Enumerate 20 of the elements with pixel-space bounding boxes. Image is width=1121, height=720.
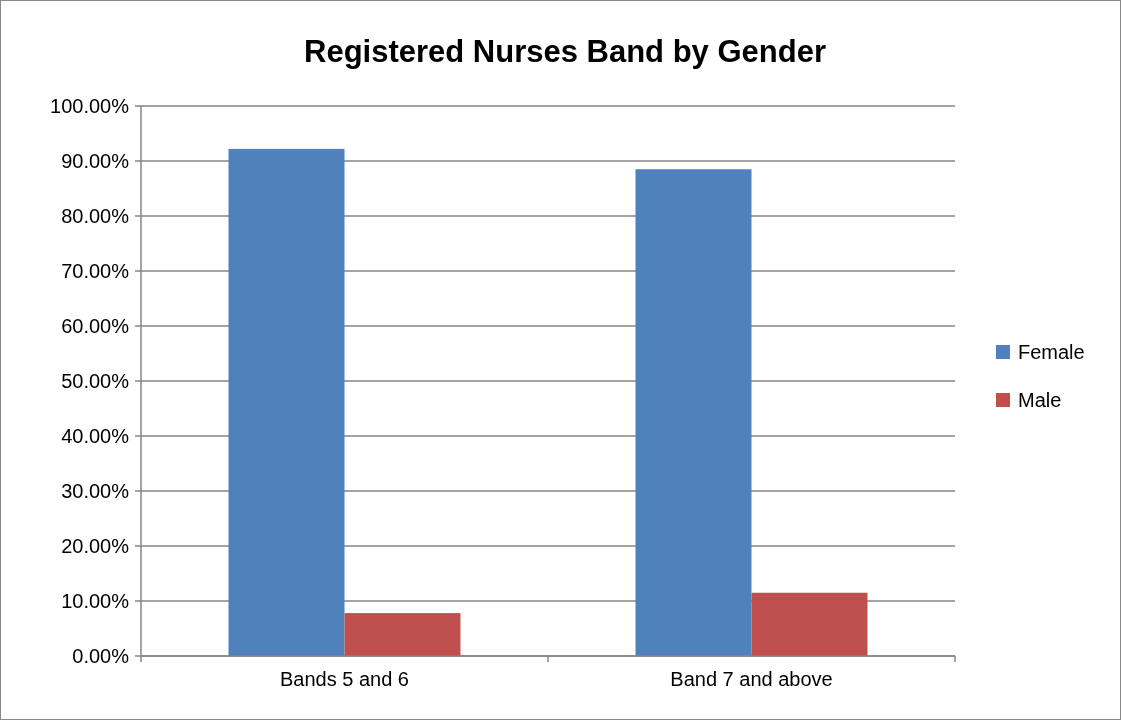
bar <box>751 592 868 656</box>
x-tick-label: Band 7 and above <box>670 668 833 690</box>
chart-title: Registered Nurses Band by Gender <box>304 34 826 69</box>
legend-label: Male <box>1018 389 1062 411</box>
y-tick-label: 0.00% <box>72 645 130 667</box>
bar <box>635 169 752 656</box>
y-tick-label: 20.00% <box>61 535 130 557</box>
y-tick-label: 100.00% <box>50 95 130 117</box>
y-tick-label: 10.00% <box>61 590 130 612</box>
y-tick-label: 50.00% <box>61 370 130 392</box>
y-tick-label: 90.00% <box>61 150 130 172</box>
bar <box>228 148 345 656</box>
y-tick-label: 40.00% <box>61 425 130 447</box>
y-tick-label: 60.00% <box>61 315 130 337</box>
legend-label: Female <box>1018 341 1085 363</box>
x-tick-label: Bands 5 and 6 <box>280 668 409 690</box>
y-tick-label: 30.00% <box>61 480 130 502</box>
bar <box>344 613 461 656</box>
y-tick-label: 70.00% <box>61 260 130 282</box>
y-tick-label: 80.00% <box>61 205 130 227</box>
